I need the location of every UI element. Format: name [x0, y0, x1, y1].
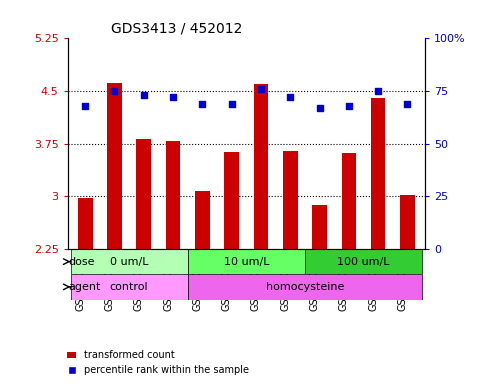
- Point: [345, 103, 353, 109]
- Point: [374, 88, 382, 94]
- Point: [140, 92, 148, 98]
- Text: homocysteine: homocysteine: [266, 282, 344, 292]
- Bar: [371, 98, 385, 249]
- Point: [111, 88, 118, 94]
- FancyBboxPatch shape: [71, 249, 188, 274]
- Bar: [341, 153, 356, 249]
- Bar: [78, 199, 93, 249]
- Bar: [312, 205, 327, 249]
- Text: GDS3413 / 452012: GDS3413 / 452012: [111, 22, 242, 36]
- Bar: [137, 139, 151, 249]
- Text: 10 um/L: 10 um/L: [224, 257, 269, 266]
- Point: [316, 105, 324, 111]
- Point: [199, 101, 206, 107]
- Point: [286, 94, 294, 101]
- Bar: [195, 191, 210, 249]
- Bar: [225, 152, 239, 249]
- Text: control: control: [110, 282, 148, 292]
- Legend: transformed count, percentile rank within the sample: transformed count, percentile rank withi…: [63, 346, 253, 379]
- Point: [81, 103, 89, 109]
- FancyBboxPatch shape: [305, 249, 422, 274]
- FancyBboxPatch shape: [71, 274, 188, 300]
- Bar: [254, 84, 268, 249]
- Bar: [166, 141, 181, 249]
- FancyBboxPatch shape: [188, 274, 422, 300]
- Bar: [107, 83, 122, 249]
- Text: 100 um/L: 100 um/L: [337, 257, 390, 266]
- Text: dose: dose: [68, 257, 95, 266]
- Point: [169, 94, 177, 101]
- Point: [257, 86, 265, 92]
- Bar: [400, 195, 415, 249]
- Point: [228, 101, 236, 107]
- FancyBboxPatch shape: [188, 249, 305, 274]
- Point: [404, 101, 412, 107]
- Text: agent: agent: [68, 282, 100, 292]
- Text: 0 um/L: 0 um/L: [110, 257, 148, 266]
- Bar: [283, 151, 298, 249]
